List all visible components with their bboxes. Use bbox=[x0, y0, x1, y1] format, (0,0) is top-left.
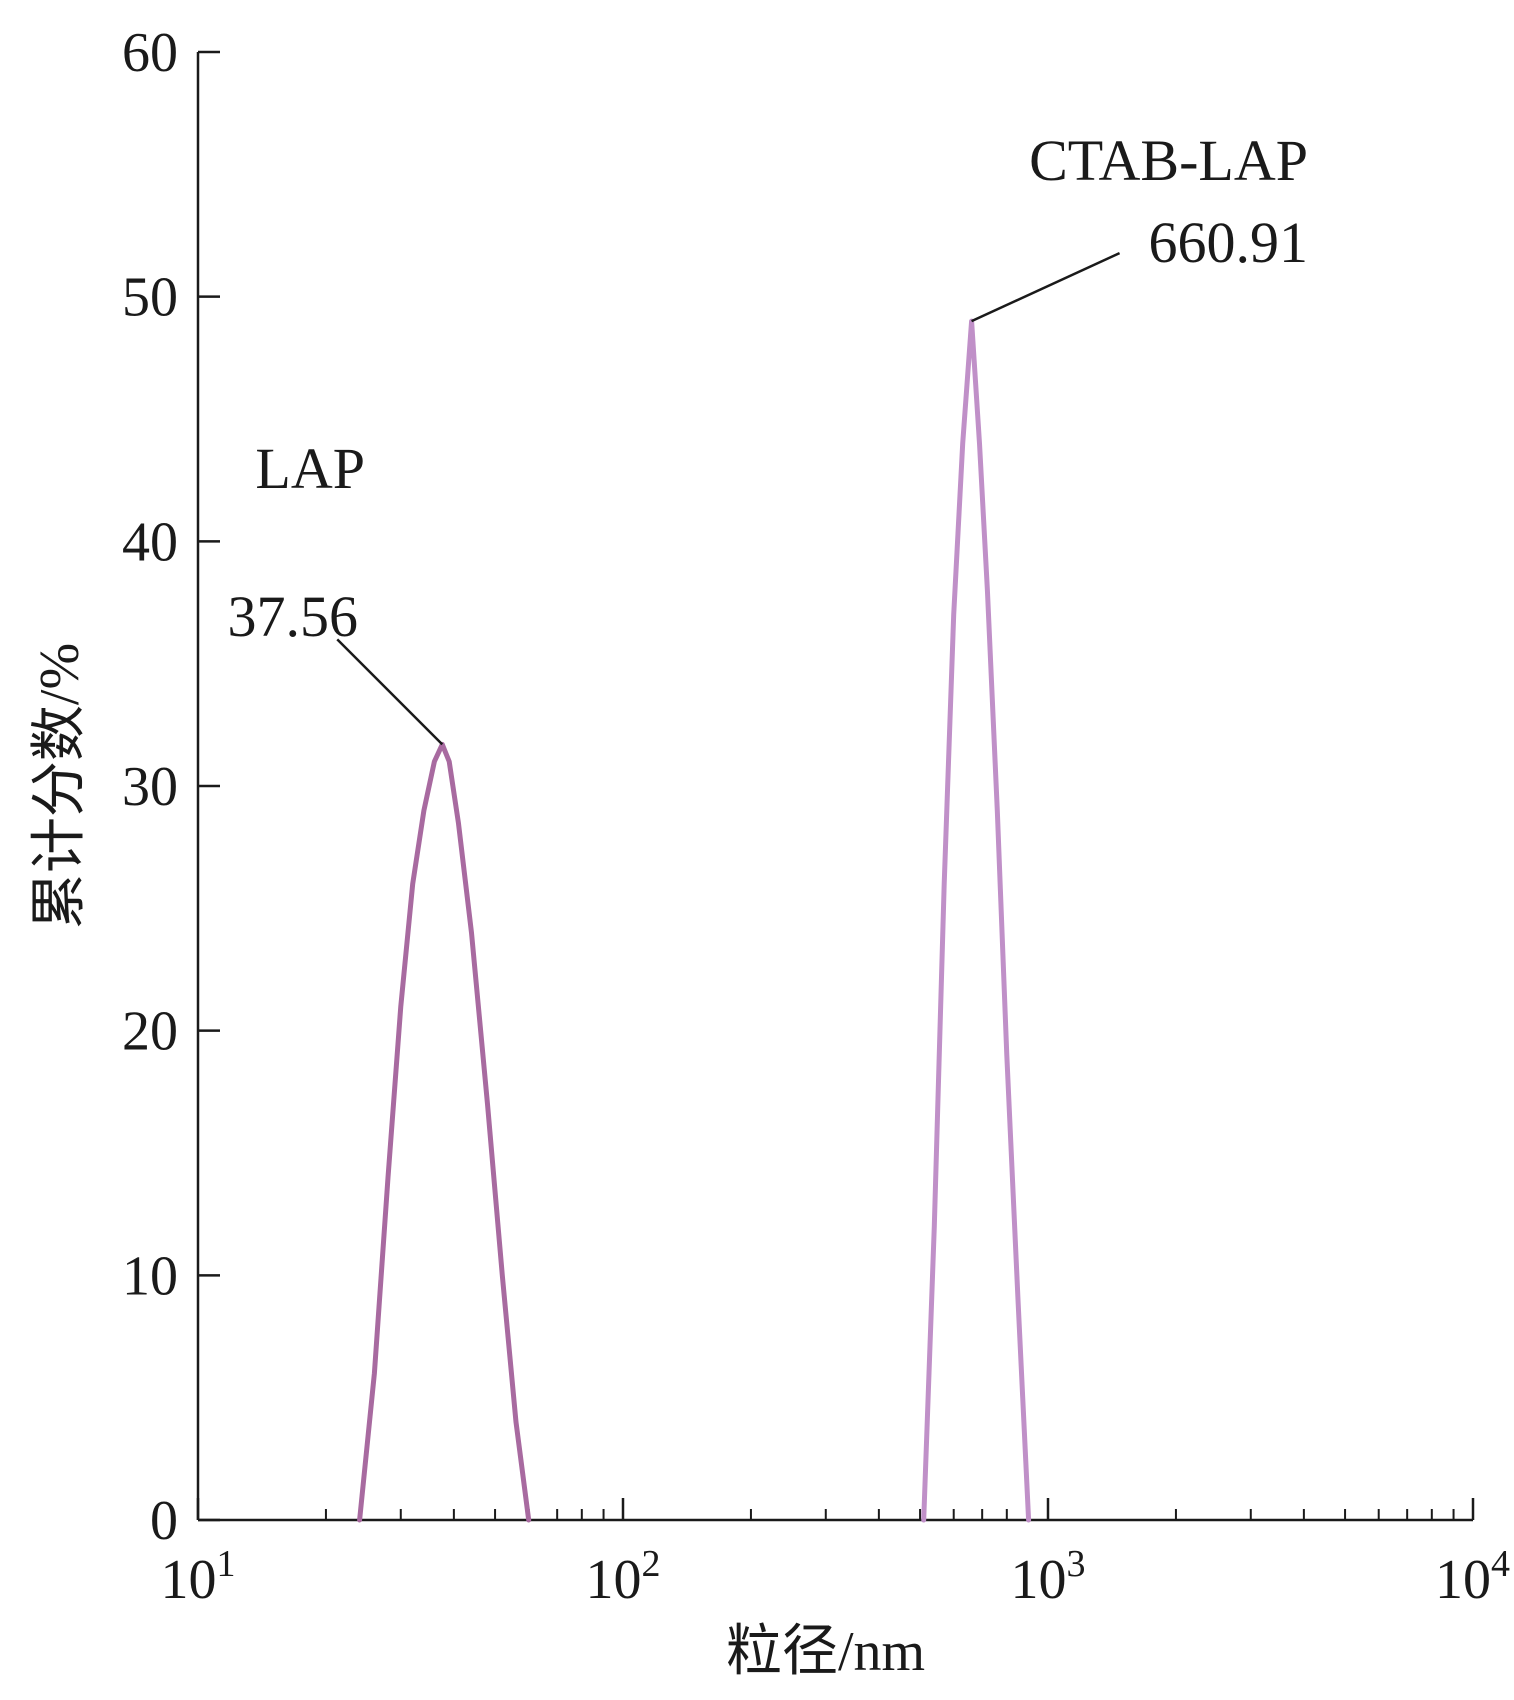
peak-leader-line bbox=[336, 638, 444, 746]
y-axis-title: 累计分数/% bbox=[29, 643, 91, 929]
x-tick-label: 102 bbox=[586, 1543, 661, 1611]
x-tick-label: 104 bbox=[1435, 1543, 1510, 1611]
series-name-label: LAP bbox=[255, 436, 365, 501]
x-tick-label: 103 bbox=[1011, 1543, 1086, 1611]
series-line-lap bbox=[357, 741, 532, 1523]
y-tick-label: 20 bbox=[122, 1001, 178, 1063]
y-tick-label: 40 bbox=[122, 511, 178, 573]
peak-leader-line bbox=[971, 251, 1121, 323]
series bbox=[357, 318, 1032, 1523]
y-tick-label: 50 bbox=[122, 267, 178, 329]
x-tick-label: 101 bbox=[161, 1543, 236, 1611]
y-ticks: 0 10 20 30 40 50 60 bbox=[122, 22, 220, 1552]
peak-value-label: 660.91 bbox=[1149, 210, 1309, 275]
x-ticks: 101 102 103 104 bbox=[161, 1498, 1510, 1611]
x-axis-title: 粒径/nm bbox=[726, 1621, 925, 1683]
y-tick-label: 30 bbox=[122, 756, 178, 818]
y-tick-label: 0 bbox=[150, 1490, 178, 1552]
y-tick-label: 10 bbox=[122, 1245, 178, 1307]
peak-value-label: 37.56 bbox=[228, 584, 359, 649]
annotations: 37.56 LAP 660.91 CTAB-LAP bbox=[228, 128, 1309, 746]
series-name-label: CTAB-LAP bbox=[1029, 128, 1308, 193]
series-line-ctab-lap bbox=[921, 318, 1032, 1523]
y-tick-label: 60 bbox=[122, 22, 178, 84]
